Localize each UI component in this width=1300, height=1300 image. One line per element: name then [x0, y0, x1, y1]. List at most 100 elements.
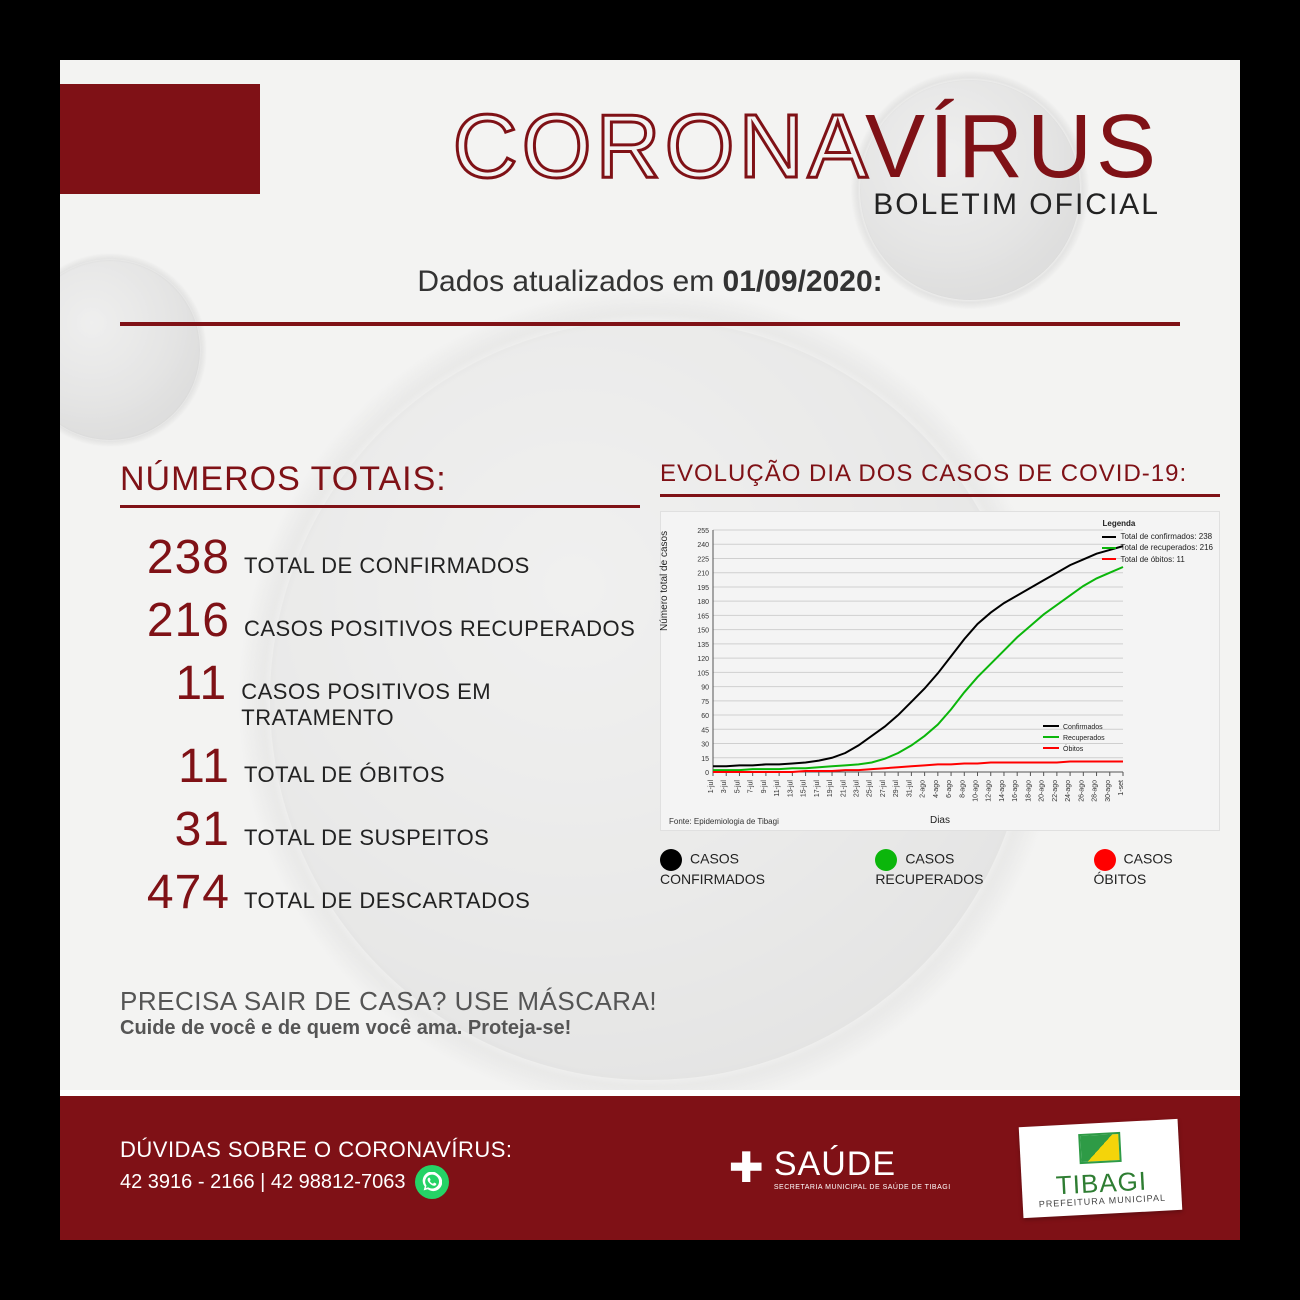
svg-text:11-jul: 11-jul: [774, 780, 781, 797]
svg-text:12-ago: 12-ago: [986, 780, 993, 802]
svg-text:28-ago: 28-ago: [1092, 780, 1099, 802]
svg-text:Confirmados: Confirmados: [1063, 724, 1103, 731]
mini-legend-title: Legenda: [1102, 518, 1213, 529]
svg-text:31-jul: 31-jul: [906, 780, 913, 798]
legend-dot-icon: [1094, 849, 1116, 871]
totals-heading: NÚMEROS TOTAIS:: [120, 460, 640, 508]
stat-row: 216CASOS POSITIVOS RECUPERADOS: [120, 593, 640, 648]
stat-label: CASOS POSITIVOS EM TRATAMENTO: [241, 679, 640, 731]
svg-text:Recuperados: Recuperados: [1063, 735, 1105, 742]
chart-xlabel: Dias: [930, 815, 950, 826]
svg-text:225: 225: [697, 556, 709, 563]
svg-text:29-jul: 29-jul: [893, 780, 900, 798]
legend-dot-icon: [875, 849, 897, 871]
updated-prefix: Dados atualizados em: [417, 265, 722, 298]
page-title: CORONAVÍRUS: [453, 102, 1160, 192]
stat-row: 11TOTAL DE ÓBITOS: [120, 739, 640, 794]
svg-text:6-ago: 6-ago: [946, 780, 953, 798]
health-cross-icon: ✚: [729, 1147, 764, 1189]
stat-row: 474TOTAL DE DESCARTADOS: [120, 865, 640, 920]
svg-text:45: 45: [701, 727, 709, 734]
stat-value: 238: [120, 530, 230, 585]
chart-heading: EVOLUÇÃO DIA DOS CASOS DE COVID-19:: [660, 460, 1220, 497]
svg-text:17-jul: 17-jul: [814, 780, 821, 798]
svg-text:120: 120: [697, 656, 709, 663]
svg-text:14-ago: 14-ago: [999, 780, 1006, 802]
svg-text:19-jul: 19-jul: [827, 780, 834, 798]
svg-text:15-jul: 15-jul: [801, 780, 808, 798]
svg-text:2-ago: 2-ago: [920, 780, 927, 798]
svg-text:75: 75: [701, 699, 709, 706]
svg-text:8-ago: 8-ago: [959, 780, 966, 798]
stat-row: 31TOTAL DE SUSPEITOS: [120, 802, 640, 857]
legend-item: CASOS RECUPERADOS: [875, 849, 1053, 887]
stat-value: 11: [120, 656, 227, 711]
svg-text:27-jul: 27-jul: [880, 780, 887, 798]
svg-text:105: 105: [697, 670, 709, 677]
header: CORONAVÍRUS BOLETIM OFICIAL: [453, 102, 1160, 222]
stat-row: 11 CASOS POSITIVOS EM TRATAMENTO: [120, 656, 640, 731]
svg-text:18-ago: 18-ago: [1025, 780, 1032, 802]
stat-value: 474: [120, 865, 230, 920]
svg-text:16-ago: 16-ago: [1012, 780, 1019, 802]
svg-text:25-jul: 25-jul: [867, 780, 874, 798]
footer-phones: 42 3916 - 2166 | 42 98812-7063: [120, 1165, 513, 1199]
svg-text:180: 180: [697, 599, 709, 606]
footer: DÚVIDAS SOBRE O CORONAVÍRUS: 42 3916 - 2…: [60, 1090, 1240, 1240]
stat-value: 216: [120, 593, 230, 648]
svg-text:26-ago: 26-ago: [1078, 780, 1085, 802]
line-chart: 0153045607590105120135150165180195210225…: [667, 520, 1215, 820]
svg-text:30: 30: [701, 742, 709, 749]
mini-legend-swatch: [1102, 536, 1116, 538]
svg-text:210: 210: [697, 571, 709, 578]
svg-text:60: 60: [701, 713, 709, 720]
svg-text:22-ago: 22-ago: [1052, 780, 1059, 802]
chart-source: Fonte: Epidemiologia de Tibagi: [669, 817, 779, 826]
stat-value: 31: [120, 802, 230, 857]
svg-text:30-ago: 30-ago: [1105, 780, 1112, 802]
svg-text:Óbitos: Óbitos: [1063, 744, 1084, 753]
tibagi-flag-icon: [1077, 1131, 1121, 1163]
svg-text:1-set: 1-set: [1118, 780, 1125, 796]
svg-text:3-jul: 3-jul: [721, 780, 728, 794]
svg-text:7-jul: 7-jul: [748, 780, 755, 794]
totals-section: NÚMEROS TOTAIS: 238TOTAL DE CONFIRMADOS2…: [120, 460, 640, 928]
svg-text:90: 90: [701, 685, 709, 692]
updated-date: 01/09/2020:: [723, 265, 883, 298]
advice-line-2: Cuide de você e de quem você ama. Protej…: [120, 1017, 657, 1040]
svg-text:24-ago: 24-ago: [1065, 780, 1072, 802]
header-accent-block: [60, 84, 260, 194]
footer-phone-text: 42 3916 - 2166 | 42 98812-7063: [120, 1171, 405, 1194]
svg-text:23-jul: 23-jul: [853, 780, 860, 798]
svg-text:240: 240: [697, 542, 709, 549]
svg-text:165: 165: [697, 613, 709, 620]
legend-item: CASOS CONFIRMADOS: [660, 849, 835, 887]
saude-label: SAÚDE: [774, 1145, 896, 1183]
svg-text:21-jul: 21-jul: [840, 780, 847, 798]
svg-text:20-ago: 20-ago: [1039, 780, 1046, 802]
footer-saude: ✚ SAÚDE SECRETARIA MUNICIPAL DE SAÚDE DE…: [729, 1145, 951, 1191]
stat-label: TOTAL DE CONFIRMADOS: [244, 553, 530, 579]
mini-legend-swatch: [1102, 547, 1116, 549]
legend-item: CASOS ÓBITOS: [1094, 849, 1220, 887]
svg-text:10-ago: 10-ago: [973, 780, 980, 802]
svg-text:5-jul: 5-jul: [734, 780, 741, 794]
mini-legend-row: Total de óbitos: 11: [1102, 554, 1213, 565]
svg-text:15: 15: [701, 756, 709, 763]
mini-legend-row: Total de confirmados: 238: [1102, 531, 1213, 542]
mini-legend-swatch: [1102, 558, 1116, 560]
whatsapp-icon: [415, 1165, 449, 1199]
title-solid: VÍRUS: [865, 97, 1160, 197]
advice-line-1: PRECISA SAIR DE CASA? USE MÁSCARA!: [120, 986, 657, 1017]
mini-legend-row: Total de recuperados: 216: [1102, 542, 1213, 553]
divider: [120, 322, 1180, 326]
stat-row: 238 TOTAL DE CONFIRMADOS: [120, 530, 640, 585]
updated-line: Dados atualizados em 01/09/2020:: [60, 265, 1240, 299]
svg-text:0: 0: [705, 770, 709, 777]
saude-sublabel: SECRETARIA MUNICIPAL DE SAÚDE DE TIBAGI: [774, 1184, 951, 1191]
footer-contact: DÚVIDAS SOBRE O CORONAVÍRUS: 42 3916 - 2…: [120, 1137, 513, 1199]
svg-text:4-ago: 4-ago: [933, 780, 940, 798]
svg-text:195: 195: [697, 585, 709, 592]
svg-text:9-jul: 9-jul: [761, 780, 768, 794]
svg-text:255: 255: [697, 528, 709, 535]
